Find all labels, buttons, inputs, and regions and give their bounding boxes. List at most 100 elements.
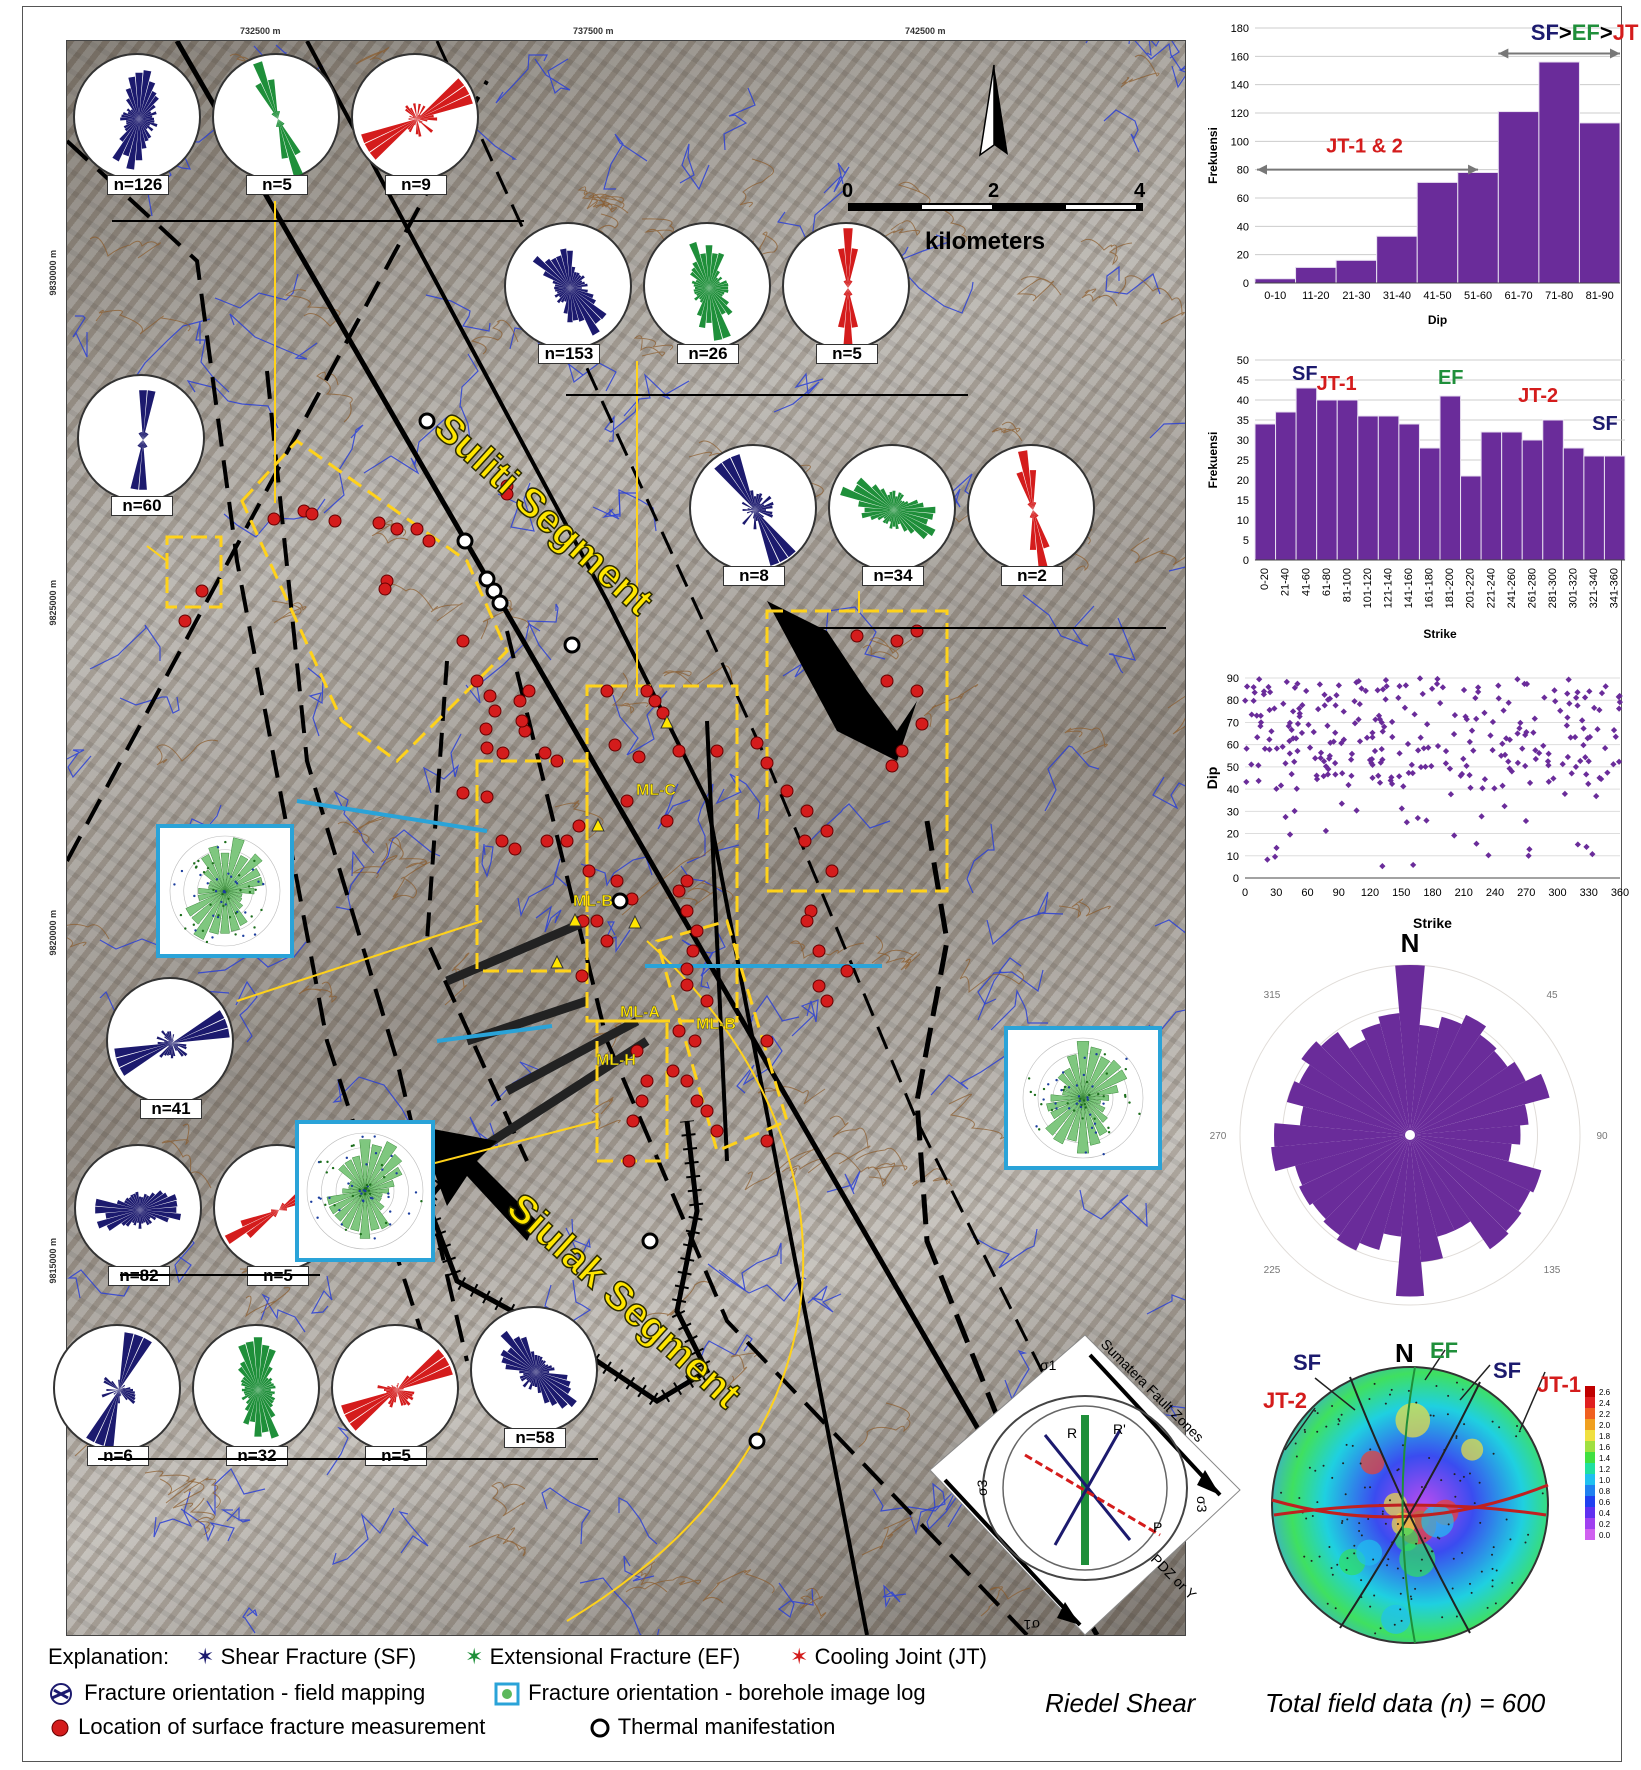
borehole-pole [351,1194,355,1198]
rose-diagram[interactable] [782,222,910,350]
rose-petal [141,432,143,440]
scatter-point [1268,728,1275,735]
surface-measurement-dot [800,804,814,818]
rose-diagram[interactable] [73,53,201,181]
rose-petal [172,1043,173,1045]
density-blob [1381,1604,1411,1634]
rose-petal [258,1390,274,1404]
pole-point [1491,1585,1494,1588]
scatter-point [1332,702,1339,709]
rose-diagram[interactable] [470,1306,598,1434]
rose-diagram[interactable] [331,1324,459,1452]
borehole-petal [1082,1059,1122,1099]
surface-measurement-dot [840,964,854,978]
histogram-bar [1542,419,1564,561]
surface-measurement-dot [820,824,834,838]
rose-petal [1033,502,1035,510]
scatter-point [1299,702,1306,709]
total-rose-diagram[interactable]: N 270 90 225 135 315 45 [1210,928,1610,1320]
rose-petal [387,1385,397,1390]
rose-petal [417,94,473,119]
y-axis-label: Frekuensi [1206,127,1220,184]
histogram-bar [1497,111,1540,284]
scatter-point [1545,750,1552,757]
rose-petal [128,76,139,119]
borehole-rose-southwest[interactable] [295,1120,435,1262]
rose-petal [258,1390,276,1401]
rose-count-label: n=82 [108,1266,170,1286]
ml-well-marker [591,817,605,832]
borehole-pole [369,1196,373,1200]
scatter-point [1266,706,1273,714]
pole-point [1455,1615,1458,1618]
borehole-rose-east[interactable] [1004,1026,1162,1170]
rose-diagram[interactable] [106,977,234,1105]
rose-petal [838,248,848,288]
strike-histogram[interactable]: 0 5 10 15 20 25 30 35 40 45 50 0-20 21-40 41-60 61-80 8… [1205,352,1626,642]
borehole-pole [1097,1092,1100,1096]
rose-diagram[interactable] [74,1144,202,1272]
rose-petal [139,119,155,123]
stereonet-contour[interactable]: N SF EF SF JT-2 JT-1 2.6 2.4 2.2 2.0 1.8 1.6 1.4 1.2 1… [1245,1320,1630,1650]
pole-point [1360,1534,1363,1537]
pole-point [1326,1602,1329,1605]
rose-petal [172,1010,225,1043]
contour-line [991,421,1023,442]
dip-histogram[interactable]: 0 20 40 60 80 100 120 140 160 180 0-10 11-20 21-30 31… [1205,18,1639,348]
rose-petal [140,1192,156,1210]
scatter-point [1306,744,1314,751]
rose-diagram[interactable] [212,53,340,181]
pole-point [1420,1558,1423,1561]
x-tick-label: 81-100 [1341,568,1353,602]
rose-petal [277,111,279,119]
legend-field: Fracture orientation - field mapping [48,1680,425,1706]
borehole-petal [224,890,243,898]
rose-petal [755,497,763,510]
order-part: EF [1572,20,1600,45]
rose-petal [570,287,582,289]
drainage-line [966,823,995,894]
rose-petal [140,1195,150,1210]
borehole-pole [222,904,225,908]
thermal-manifestation-dot [478,570,496,588]
rose-petal [700,253,709,288]
rose-petal [560,288,570,303]
rose-diagram[interactable] [351,53,479,181]
pole-point [1303,1555,1306,1558]
x-tick-label: 360 [1611,887,1629,899]
rose-diagram[interactable] [828,444,956,572]
contour-line [490,1482,526,1517]
scatter-point [1499,740,1506,747]
borehole-pole [228,915,232,919]
surface-measurement-dot [672,1024,686,1038]
strike-dip-scatter[interactable]: 0 10 20 30 40 50 60 70 80 90 0 30 60 90 120 150 180 210 24… [1204,662,1629,932]
borehole-pole [206,866,210,870]
measurement-zone-4 [585,684,739,1023]
borehole-pole [365,1186,368,1190]
rose-petal [119,1390,120,1392]
rose-petal [140,1210,153,1224]
scatter-point [1355,716,1362,723]
rose-diagram[interactable] [192,1324,320,1452]
rose-petal [119,1390,136,1401]
rose-sector [1410,1061,1526,1135]
borehole-rose-west[interactable] [156,824,294,958]
rose-petal [140,1194,177,1210]
rose-diagram[interactable] [967,444,1095,572]
y-axis-label: Frekuensi [1206,432,1220,489]
rose-diagram[interactable] [77,374,205,502]
pole-point [1400,1619,1403,1622]
x-tick-label: 60 [1301,887,1313,899]
scatter-point [1256,676,1263,683]
rose-diagram[interactable] [689,444,817,572]
rose-petal [567,288,573,323]
rose-petal [755,510,758,522]
rose-count-label: n=153 [538,344,600,364]
rose-diagram[interactable] [53,1324,181,1452]
drainage-line [823,162,850,194]
borehole-pole [1091,1085,1094,1088]
rose-diagram[interactable] [504,222,632,350]
pole-point [1337,1423,1340,1426]
pole-point [1346,1557,1349,1560]
rose-diagram[interactable] [643,222,771,350]
